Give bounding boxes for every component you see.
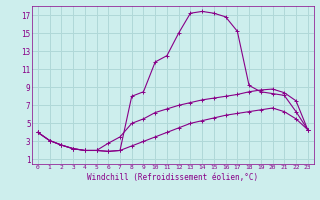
X-axis label: Windchill (Refroidissement éolien,°C): Windchill (Refroidissement éolien,°C) xyxy=(87,173,258,182)
